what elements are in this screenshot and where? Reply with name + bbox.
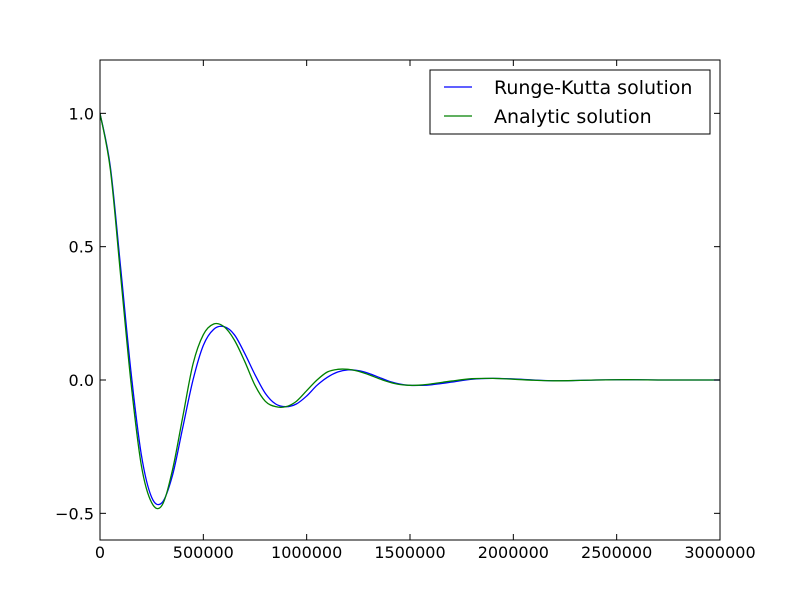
- series-line-1: [100, 113, 720, 510]
- x-tick-label: 3000000: [684, 543, 755, 562]
- legend: Runge-Kutta solution Analytic solution: [429, 69, 711, 135]
- series-layer: [100, 113, 720, 510]
- x-tick-label: 1500000: [374, 543, 445, 562]
- y-tick-label: 1.0: [69, 104, 94, 123]
- series-line-0: [100, 113, 720, 506]
- x-tick-label: 2500000: [581, 543, 652, 562]
- legend-label-1: Analytic solution: [494, 106, 652, 128]
- x-tick-label: 0: [95, 543, 105, 562]
- y-tick-label: 0.5: [69, 238, 94, 257]
- legend-label-0: Runge-Kutta solution: [494, 77, 692, 99]
- legend-box: [429, 69, 711, 135]
- x-tick-label: 2000000: [478, 543, 549, 562]
- y-tick-label: −0.5: [55, 504, 94, 523]
- ticks-layer: 0 500000 1000000 1500000 2000000 2500000 30000…: [55, 60, 756, 562]
- x-tick-label: 500000: [173, 543, 234, 562]
- y-tick-label: 0.0: [69, 371, 94, 390]
- x-tick-label: 1000000: [271, 543, 342, 562]
